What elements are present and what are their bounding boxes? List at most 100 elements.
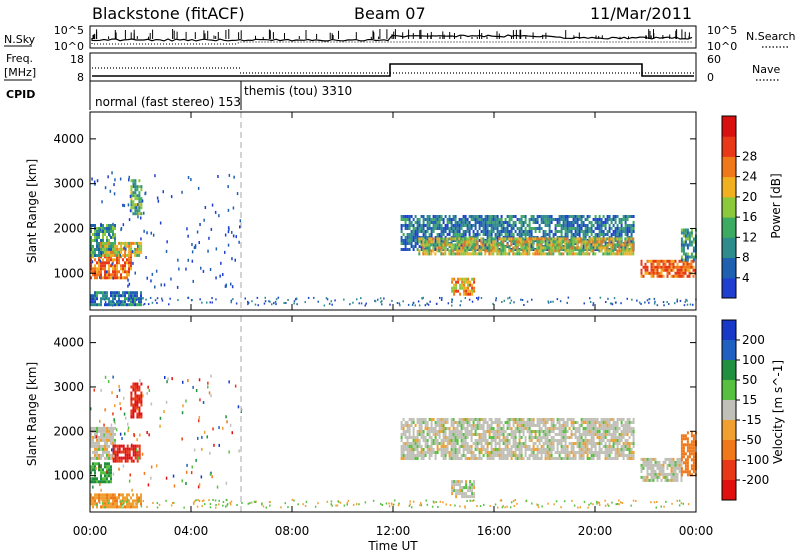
echo-cell [524,218,527,221]
echo-cell [106,453,108,457]
echo-cell [486,249,489,253]
echo-cell [692,455,695,459]
echo-cell [108,444,110,448]
echo-cell [112,435,114,439]
echo-cell [646,271,649,275]
scatter-point [234,258,236,262]
echo-cell [552,424,555,427]
echo-cell [586,439,589,442]
echo-cell [100,480,102,484]
echo-cell [606,430,609,433]
echo-cell [438,243,441,247]
echo-cell [532,248,535,251]
echo-cell [654,472,657,476]
scatter-point [553,503,555,506]
echo-cell [416,227,419,230]
echo-cell [410,454,413,457]
echo-cell [544,237,547,241]
scatter-point [235,235,237,239]
echo-cell [582,249,585,253]
echo-cell [128,291,130,295]
echo-cell [690,228,693,232]
echo-cell [404,433,407,436]
echo-cell [624,424,627,427]
echo-cell [122,264,124,268]
echo-cell [134,206,137,210]
echo-cell [418,454,421,457]
echo-cell [608,445,611,448]
echo-cell [98,236,100,239]
echo-cell [140,412,143,416]
echo-cell [470,215,473,218]
scatter-point [109,234,111,238]
echo-cell [100,447,102,451]
echo-cell [622,427,625,430]
echo-cell [644,262,647,266]
echo-cell [408,221,411,224]
echo-cell [434,243,437,247]
scatter-point [191,299,193,301]
scatter-point [364,501,367,504]
scatter-point [224,250,226,254]
echo-cell [452,421,455,424]
echo-cell [564,240,567,244]
echo-cell [450,451,453,454]
scatter-point [100,222,102,226]
echo-cell [486,215,489,218]
echo-cell [96,291,98,295]
scatter-point [653,297,656,300]
echo-cell [548,237,551,241]
echo-cell [406,424,409,427]
echo-cell [498,221,501,224]
echo-cell [484,451,487,454]
echo-cell [544,215,547,218]
echo-cell [548,439,551,442]
echo-cell [490,215,493,218]
echo-cell [548,246,551,250]
echo-cell [116,496,118,500]
echo-cell [488,233,491,236]
echo-cell [522,442,525,445]
echo-cell [458,227,461,230]
echo-cell [462,249,465,253]
echo-cell [596,224,599,227]
echo-cell [430,233,433,236]
echo-cell [572,249,575,253]
echo-cell [536,457,539,460]
echo-cell [584,237,587,241]
scatter-point [123,246,125,250]
echo-cell [598,249,601,253]
echo-cell [554,451,557,454]
echo-cell [652,466,655,470]
echo-cell [492,457,495,460]
echo-cell [530,448,533,451]
echo-cell [104,499,106,503]
echo-cell [570,237,573,241]
echo-cell [460,218,463,221]
echo-cell [660,463,663,467]
echo-cell [632,427,635,430]
echo-cell [464,240,467,244]
echo-cell [528,224,531,227]
echo-cell [630,239,633,242]
echo-cell [680,473,683,477]
echo-cell [400,230,403,233]
echo-cell [522,424,525,427]
echo-cell [692,443,695,447]
echo-cell [430,448,433,451]
echo-cell [452,227,455,230]
echo-cell [608,252,611,256]
echo-cell [526,418,529,421]
echo-cell [562,433,565,436]
echo-cell [602,439,605,442]
echo-cell [516,442,519,445]
echo-cell [408,457,411,460]
echo-cell [542,424,545,427]
echo-cell [453,480,456,484]
scatter-point [227,226,230,230]
scatter-point [663,505,665,508]
echo-cell [512,442,515,445]
scatter-point [377,298,379,301]
echo-cell [654,463,657,467]
echo-cell [532,448,535,451]
